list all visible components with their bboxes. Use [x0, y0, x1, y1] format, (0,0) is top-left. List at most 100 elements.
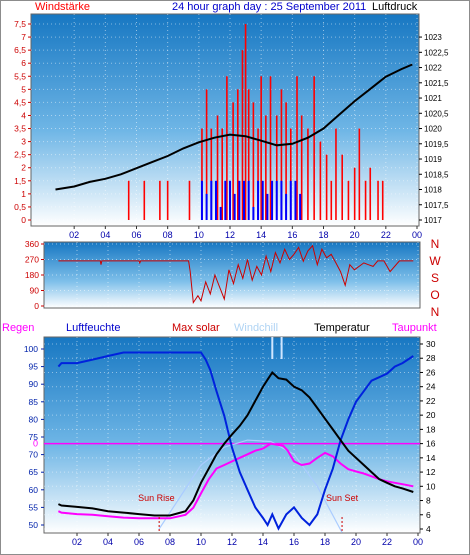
y2-tick-label: 16 — [426, 439, 436, 449]
temperature-line — [57, 370, 414, 517]
y-tick-label: 5,5 — [14, 71, 26, 81]
x-tick-label: 06 — [131, 230, 141, 240]
x-tick-label: 04 — [100, 230, 110, 240]
x-tick-label: 06 — [134, 537, 144, 547]
y-tick-label: 180 — [25, 270, 39, 280]
y-tick-label: 100 — [24, 344, 38, 354]
x-tick-label: 12 — [227, 537, 237, 547]
rain-zero-label: 0 — [33, 439, 38, 449]
x-tick-label: 20 — [351, 537, 361, 547]
wind-direction-line — [58, 244, 414, 305]
x-tick-label: 14 — [258, 537, 268, 547]
y2-tick-label: 10 — [426, 481, 436, 491]
y2-tick-label: 4 — [426, 524, 431, 534]
y2-tick-label: 6 — [426, 510, 431, 520]
y2-tick-label: 1023 — [424, 33, 442, 42]
pressure-axis-title: Luftdruck — [372, 1, 418, 13]
humidity-line — [57, 351, 414, 531]
y-tick-label: 6,5 — [14, 45, 26, 55]
y-tick-label: 3 — [21, 137, 26, 147]
pressure-line — [55, 63, 413, 191]
legend-max-solar: Max solar — [172, 322, 220, 334]
y-tick-label: 0,5 — [14, 202, 26, 212]
page-title: 24 hour graph day : 25 September 2011 — [172, 1, 366, 13]
y2-tick-label: 1021,5 — [424, 79, 449, 88]
x-tick-label: 22 — [381, 230, 391, 240]
y2-tick-label: 1022 — [424, 64, 442, 73]
legend-temperatur: Temperatur — [314, 322, 370, 334]
y2-tick-label: 1020,5 — [424, 109, 449, 118]
y-tick-label: 85 — [29, 397, 39, 407]
x-tick-label: 00 — [413, 537, 423, 547]
y-tick-label: 90 — [29, 379, 39, 389]
x-tick-label: 04 — [103, 537, 113, 547]
legend-windchill: Windchill — [234, 322, 278, 334]
dewpoint-line — [57, 442, 414, 520]
legend-taupunkt: Taupunkt — [392, 322, 437, 334]
x-tick-label: 08 — [165, 537, 175, 547]
y-tick-label: 7 — [21, 32, 26, 42]
y-tick-label: 55 — [29, 502, 39, 512]
y-tick-label: 1 — [21, 189, 26, 199]
wind-axis-title: Windstärke — [35, 1, 90, 13]
legend-luftfeuchte: Luftfeuchte — [66, 322, 120, 334]
y-tick-label: 2 — [21, 163, 26, 173]
y-tick-label: 360 — [25, 239, 39, 249]
y2-tick-label: 28 — [426, 353, 436, 363]
y2-tick-label: 20 — [426, 410, 436, 420]
x-tick-label: 08 — [163, 230, 173, 240]
y-tick-label: 1,5 — [14, 176, 26, 186]
y-tick-label: 0 — [21, 215, 26, 225]
y2-tick-label: 22 — [426, 396, 436, 406]
y2-tick-label: 1018 — [424, 186, 442, 195]
x-tick-label: 16 — [289, 537, 299, 547]
y-tick-label: 95 — [29, 362, 39, 372]
x-tick-label: 18 — [318, 230, 328, 240]
compass-label: S — [431, 271, 439, 285]
y2-tick-label: 1022,5 — [424, 48, 449, 57]
y2-tick-label: 18 — [426, 424, 436, 434]
y2-tick-label: 1017 — [424, 216, 442, 225]
wind-pressure-panel: 00,511,522,533,544,555,566,577,5 1017101… — [14, 13, 449, 240]
x-tick-label: 00 — [412, 230, 422, 240]
y2-tick-label: 24 — [426, 382, 436, 392]
y-tick-label: 50 — [29, 520, 39, 530]
y-tick-label: 75 — [29, 432, 39, 442]
x-tick-label: 10 — [196, 537, 206, 547]
x-tick-label: 02 — [69, 230, 79, 240]
legend-regen: Regen — [2, 322, 34, 334]
max-solar-line — [158, 439, 343, 533]
y-tick-label: 0 — [34, 301, 39, 311]
y2-tick-label: 1017,5 — [424, 201, 449, 210]
y-tick-label: 3,5 — [14, 124, 26, 134]
y-tick-label: 6 — [21, 58, 26, 68]
y2-tick-label: 1019 — [424, 155, 442, 164]
x-tick-label: 10 — [194, 230, 204, 240]
y2-tick-label: 14 — [426, 453, 436, 463]
compass-label: N — [431, 237, 440, 251]
y-tick-label: 80 — [29, 414, 39, 424]
y2-tick-label: 30 — [426, 339, 436, 349]
y2-tick-label: 12 — [426, 467, 436, 477]
sun-set-label: Sun Set — [326, 493, 359, 503]
y2-tick-label: 1018,5 — [424, 170, 449, 179]
y-tick-label: 90 — [30, 286, 40, 296]
x-tick-label: 02 — [72, 537, 82, 547]
y-tick-label: 70 — [29, 450, 39, 460]
x-tick-label: 16 — [287, 230, 297, 240]
y2-tick-label: 1020 — [424, 125, 442, 134]
y-tick-label: 4,5 — [14, 97, 26, 107]
x-tick-label: 20 — [350, 230, 360, 240]
y-tick-label: 60 — [29, 485, 39, 495]
y2-tick-label: 1019,5 — [424, 140, 449, 149]
compass-label: O — [430, 288, 439, 302]
y-tick-label: 2,5 — [14, 150, 26, 160]
y-tick-label: 270 — [25, 255, 39, 265]
y-tick-label: 65 — [29, 467, 39, 477]
y-tick-label: 4 — [21, 110, 26, 120]
sun-rise-label: Sun Rise — [138, 493, 175, 503]
compass-label: N — [431, 305, 440, 319]
